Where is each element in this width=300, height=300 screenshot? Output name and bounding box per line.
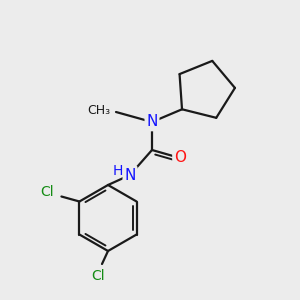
Text: O: O: [174, 151, 186, 166]
Text: N: N: [146, 115, 158, 130]
Text: N: N: [124, 167, 136, 182]
Text: Cl: Cl: [91, 269, 105, 283]
Text: CH₃: CH₃: [87, 104, 110, 118]
Text: Cl: Cl: [40, 185, 54, 200]
Text: H: H: [113, 164, 123, 178]
